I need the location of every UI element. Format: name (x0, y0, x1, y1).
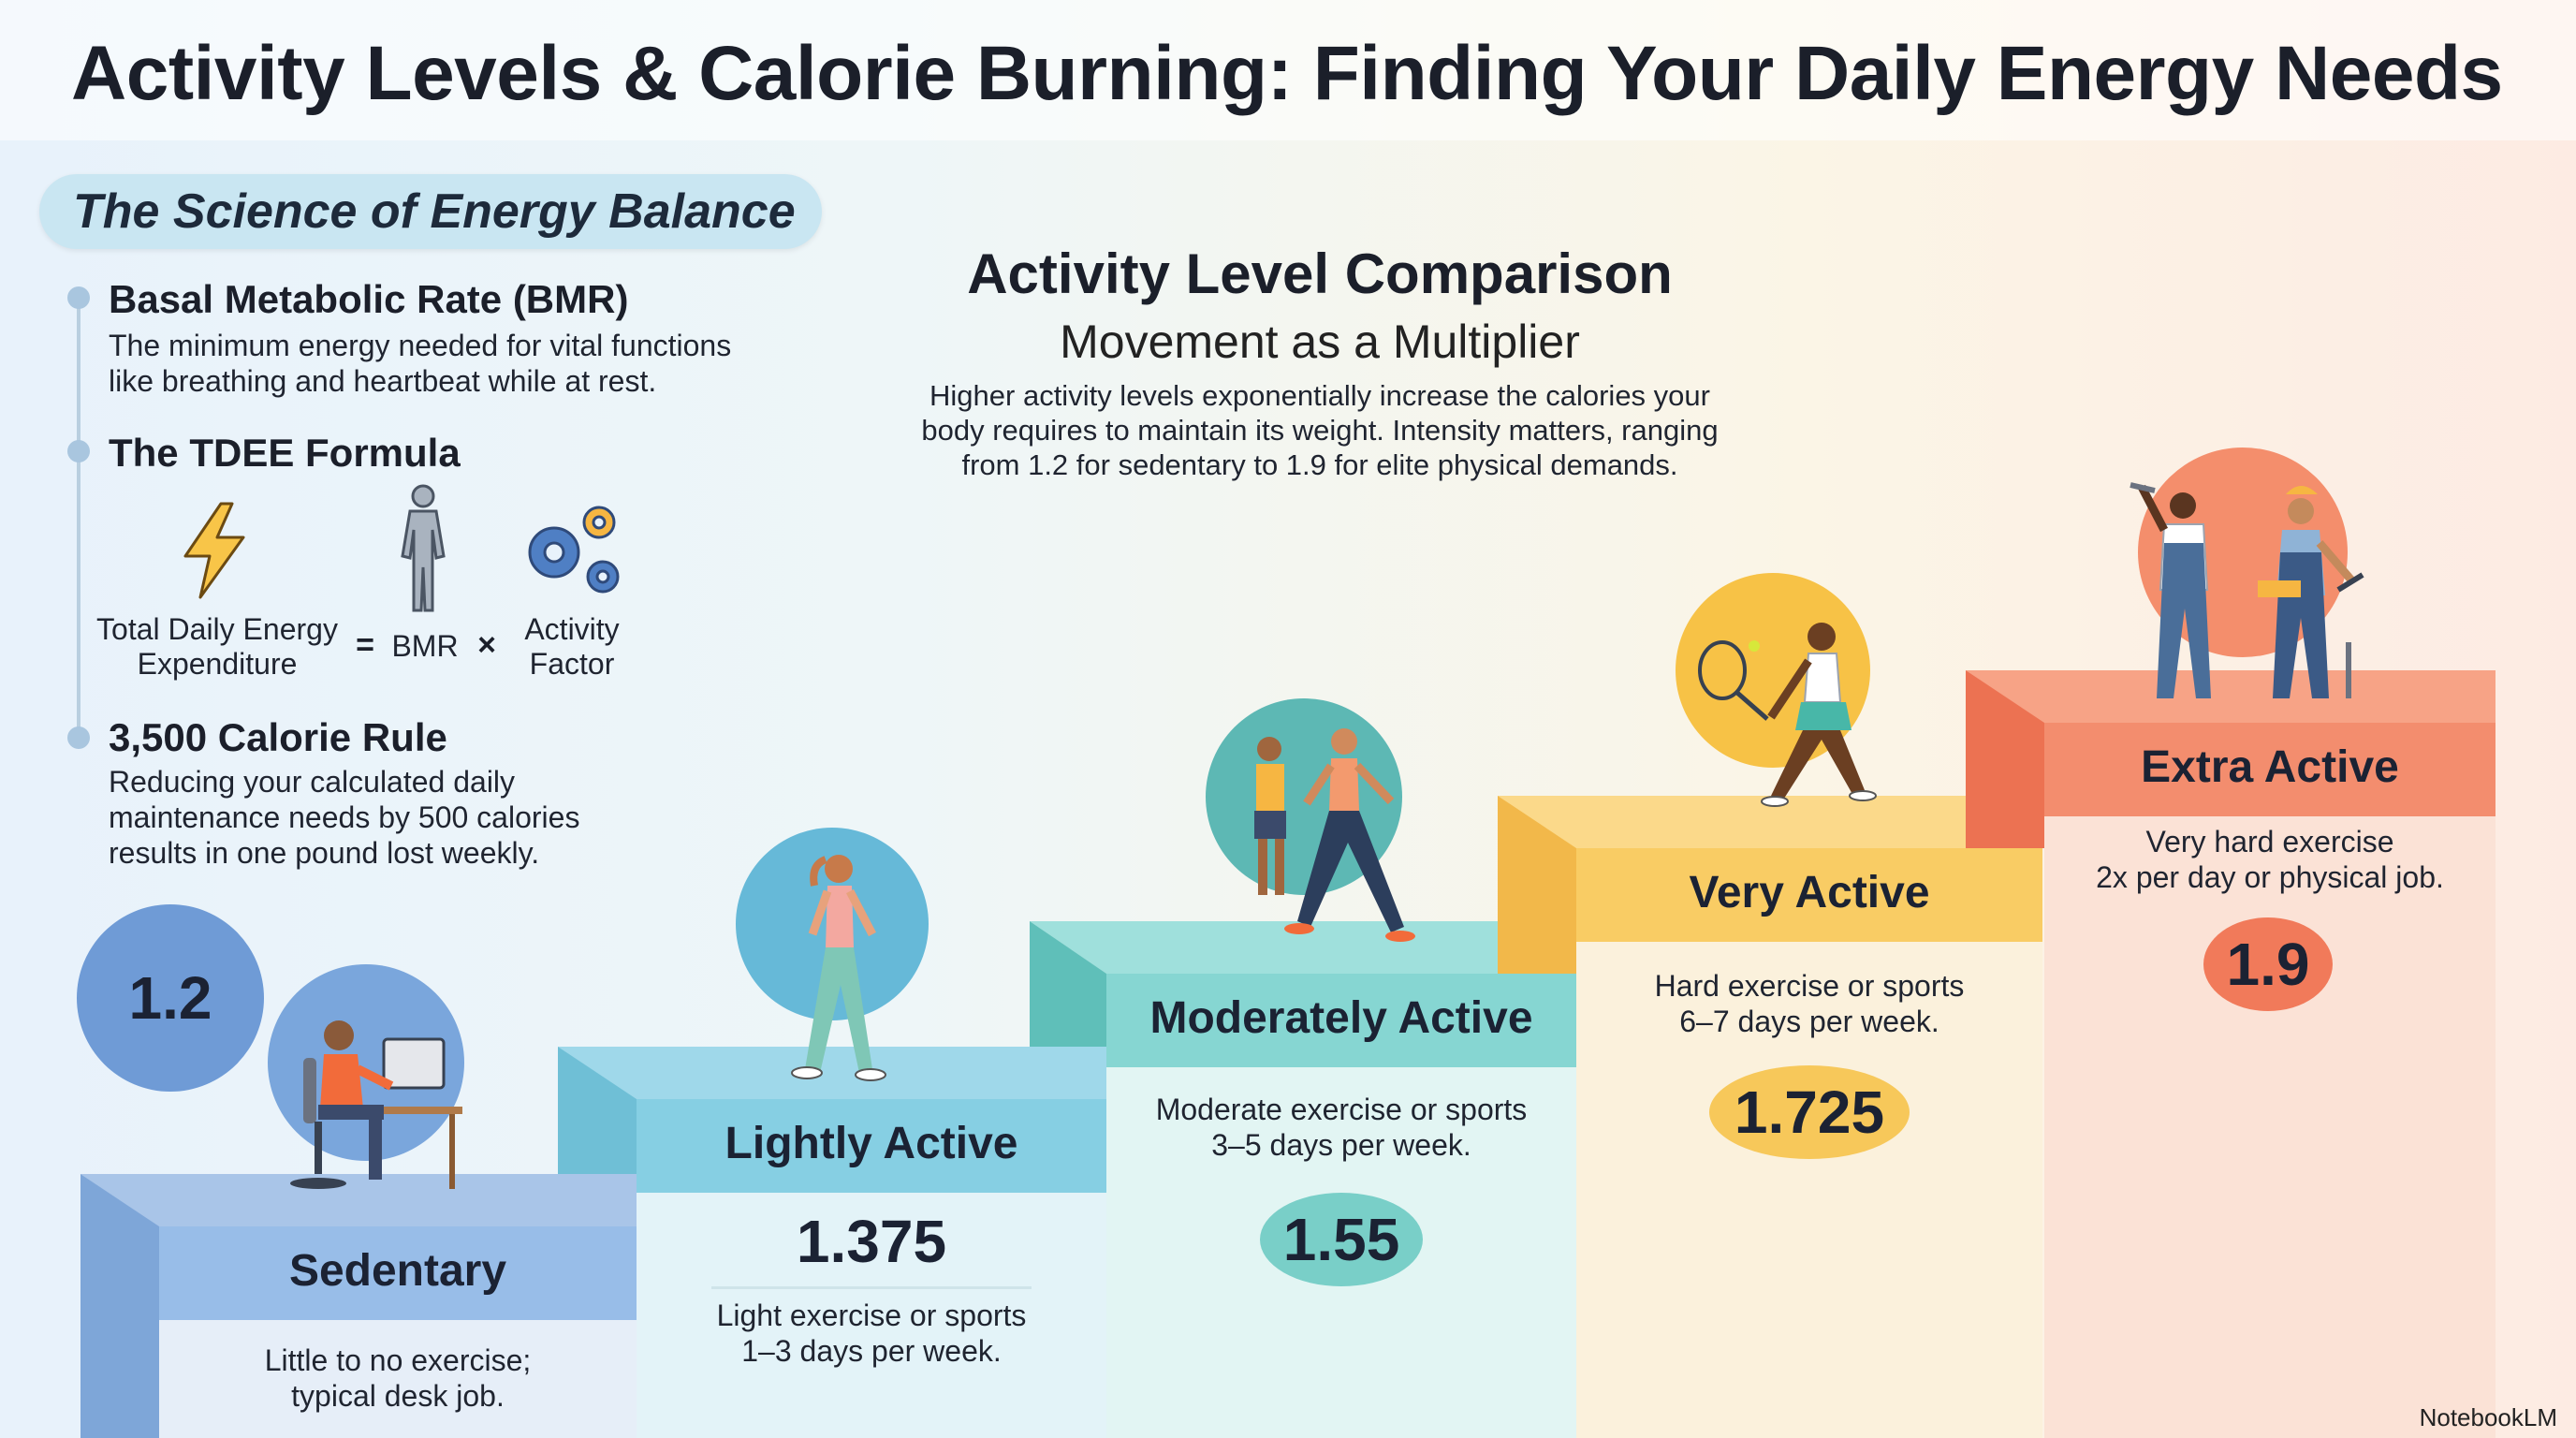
lightly-description: Light exercise or sports 1–3 days per we… (637, 1298, 1106, 1369)
comparison-line: body requires to maintain its weight. In… (921, 414, 1719, 447)
very-step-face (1576, 942, 2042, 1438)
sedentary-step-face (159, 1320, 637, 1438)
very-desc-line: 6–7 days per week. (1679, 1005, 1939, 1038)
moderately-description: Moderate exercise or sports 3–5 days per… (1106, 1092, 1576, 1163)
bmr-description: The minimum energy needed for vital func… (109, 328, 820, 399)
comparison-title: Activity Level Comparison (967, 242, 1673, 305)
lightly-name: Lightly Active (724, 1119, 1018, 1168)
sedentary-name: Sedentary (288, 1246, 507, 1296)
rule-line: maintenance needs by 500 calories (109, 800, 580, 834)
workers-icon (2130, 482, 2364, 698)
tennis-player-icon (1698, 623, 1877, 807)
extra-description: Very hard exercise 2x per day or physica… (2044, 824, 2496, 895)
extra-step-band (2044, 723, 2496, 816)
moderately-name: Moderately Active (1149, 993, 1533, 1043)
science-heading-pill (39, 174, 822, 249)
runners-icon (1254, 728, 1415, 942)
moderately-multiplier-badge: 1.55 (1260, 1193, 1423, 1286)
timeline-dot (67, 726, 90, 749)
rule-line: results in one pound lost weekly. (109, 836, 540, 870)
sedentary-step-top (80, 1174, 637, 1226)
sedentary-step-band (159, 1226, 637, 1320)
rule-description: Reducing your calculated daily maintenan… (109, 764, 764, 871)
moderately-desc-line: 3–5 days per week. (1211, 1128, 1471, 1162)
rule-line: Reducing your calculated daily (109, 765, 516, 799)
page-title: Activity Levels & Calorie Burning: Findi… (71, 31, 2503, 116)
formula-total-label: Total Daily Energy Expenditure (84, 612, 350, 682)
extra-desc-line: Very hard exercise (2145, 825, 2394, 858)
tdee-title: The TDEE Formula (109, 431, 461, 475)
comparison-line: from 1.2 for sedentary to 1.9 for elite … (961, 448, 1678, 481)
formula-total-line: Expenditure (137, 647, 298, 681)
timeline-dot (67, 286, 90, 309)
lightly-step-top (558, 1047, 1106, 1099)
bmr-title: Basal Metabolic Rate (BMR) (109, 277, 629, 321)
lightly-desc-line: Light exercise or sports (716, 1299, 1027, 1332)
extra-name: Extra Active (2141, 742, 2399, 792)
very-name: Very Active (1689, 868, 1930, 917)
formula-equals: = (356, 627, 374, 663)
science-timeline (77, 298, 80, 747)
human-body-icon (401, 484, 446, 612)
comparison-line: Higher activity levels exponentially inc… (929, 379, 1710, 412)
rule-title: 3,500 Calorie Rule (109, 715, 447, 759)
extra-desc-line: 2x per day or physical job. (2096, 860, 2444, 894)
formula-times: × (477, 627, 496, 663)
very-desc-line: Hard exercise or sports (1654, 969, 1965, 1003)
sedentary-desc-line: Little to no exercise; (264, 1343, 532, 1377)
timeline-dot (67, 440, 90, 462)
bmr-line: The minimum energy needed for vital func… (109, 329, 732, 362)
formula-activity-line: Activity (524, 612, 620, 646)
lightly-step-band (637, 1099, 1106, 1193)
extra-multiplier-badge: 1.9 (2203, 917, 2333, 1011)
formula-activity-label: Activity Factor (502, 612, 642, 682)
moderately-step-band (1106, 974, 1576, 1067)
notebooklm-brand: NotebookLM (2419, 1403, 2557, 1431)
sedentary-step-side (80, 1174, 159, 1438)
walking-woman-icon (791, 855, 886, 1081)
very-step-band (1576, 848, 2042, 942)
lightning-icon (183, 502, 245, 599)
science-heading: The Science of Energy Balance (73, 184, 796, 239)
very-description: Hard exercise or sports 6–7 days per wee… (1576, 968, 2042, 1039)
moderately-desc-line: Moderate exercise or sports (1155, 1093, 1528, 1126)
desk-worker-icon (290, 1020, 462, 1189)
formula-total-line: Total Daily Energy (96, 612, 338, 646)
sedentary-desc-line: typical desk job. (291, 1379, 505, 1413)
bmr-line: like breathing and heartbeat while at re… (109, 364, 657, 398)
gears-icon (528, 506, 620, 594)
comparison-subtitle: Movement as a Multiplier (1060, 315, 1580, 368)
formula-activity-line: Factor (529, 647, 615, 681)
lightly-step-face (637, 1193, 1106, 1438)
sedentary-description: Little to no exercise; typical desk job. (159, 1343, 637, 1414)
lightly-multiplier: 1.375 (711, 1196, 1032, 1289)
extra-step-face (2044, 816, 2496, 1438)
comparison-description: Higher activity levels exponentially inc… (861, 378, 1778, 482)
extra-step-top (1966, 670, 2496, 723)
sedentary-multiplier-badge: 1.2 (77, 904, 264, 1092)
lightly-desc-line: 1–3 days per week. (741, 1334, 1002, 1368)
formula-bmr-label: BMR (391, 629, 459, 663)
very-multiplier-badge: 1.725 (1709, 1065, 1910, 1159)
title-band (0, 0, 2576, 140)
